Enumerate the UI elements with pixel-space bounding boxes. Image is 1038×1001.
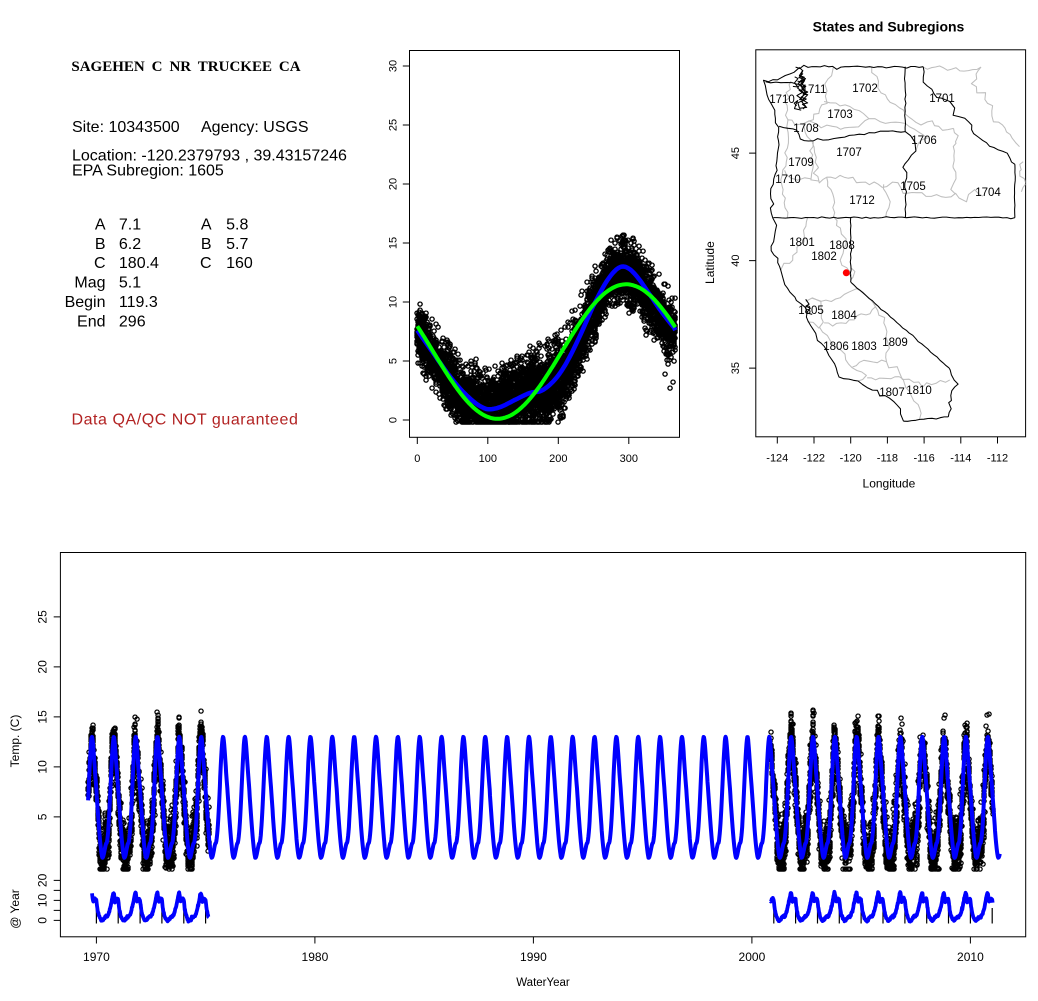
svg-text:40: 40 [730, 254, 742, 266]
svg-text:15: 15 [388, 237, 400, 249]
svg-text:1810: 1810 [906, 385, 932, 397]
svg-text:Mag: Mag [74, 275, 105, 292]
svg-text:100: 100 [479, 453, 497, 465]
svg-text:1980: 1980 [302, 950, 329, 964]
svg-text:1707: 1707 [836, 147, 862, 159]
svg-text:EPA Subregion: 1605: EPA Subregion: 1605 [72, 163, 224, 180]
svg-text:300: 300 [620, 453, 638, 465]
svg-text:B: B [201, 236, 212, 253]
svg-text:10: 10 [36, 760, 50, 774]
svg-text:Begin: Begin [65, 294, 106, 311]
svg-text:1805: 1805 [798, 305, 824, 317]
svg-text:1703: 1703 [827, 109, 853, 121]
svg-text:1708: 1708 [793, 123, 819, 135]
svg-text:5: 5 [36, 813, 50, 820]
svg-text:1807: 1807 [879, 387, 905, 399]
svg-text:35: 35 [730, 362, 742, 374]
svg-text:Site: 10343500: Site: 10343500 [72, 119, 180, 136]
svg-text:1803: 1803 [851, 341, 877, 353]
svg-text:Data QA/QC NOT guaranteed: Data QA/QC NOT guaranteed [72, 411, 299, 428]
svg-text:119.3: 119.3 [119, 294, 158, 311]
svg-text:1990: 1990 [520, 950, 547, 964]
svg-text:Location: -120.2379793 , 39.43: Location: -120.2379793 , 39.43157246 [72, 148, 347, 165]
svg-text:25: 25 [36, 610, 50, 624]
svg-text:A: A [201, 217, 212, 234]
svg-text:1809: 1809 [882, 337, 908, 349]
svg-text:200: 200 [549, 453, 567, 465]
svg-text:6.2: 6.2 [119, 236, 141, 253]
svg-text:States and Subregions: States and Subregions [813, 19, 965, 35]
svg-text:1704: 1704 [975, 187, 1001, 199]
svg-text:B: B [95, 236, 106, 253]
svg-text:10: 10 [388, 296, 400, 308]
svg-text:0: 0 [36, 917, 50, 924]
svg-text:Latitude: Latitude [703, 241, 717, 284]
svg-text:@ Year: @ Year [8, 889, 22, 929]
svg-text:Longitude: Longitude [863, 477, 916, 491]
svg-text:End: End [77, 314, 105, 331]
svg-text:2000: 2000 [739, 950, 766, 964]
svg-text:1701: 1701 [929, 93, 955, 105]
svg-text:Agency: USGS: Agency: USGS [201, 119, 309, 136]
svg-text:C: C [200, 255, 212, 272]
svg-text:20: 20 [388, 178, 400, 190]
svg-text:1801: 1801 [789, 237, 815, 249]
svg-text:-114: -114 [950, 453, 971, 465]
svg-text:-112: -112 [987, 453, 1008, 465]
svg-text:5.1: 5.1 [119, 275, 141, 292]
svg-text:15: 15 [36, 710, 50, 724]
svg-text:WaterYear: WaterYear [516, 977, 570, 989]
svg-text:45: 45 [730, 147, 742, 159]
svg-text:1702: 1702 [852, 83, 878, 95]
svg-text:1711: 1711 [802, 84, 827, 96]
svg-text:296: 296 [119, 314, 146, 331]
svg-text:-118: -118 [877, 453, 898, 465]
svg-text:1806: 1806 [823, 341, 849, 353]
svg-text:20: 20 [36, 873, 50, 887]
svg-text:20: 20 [36, 660, 50, 674]
svg-text:1710: 1710 [775, 174, 801, 186]
svg-text:1706: 1706 [911, 135, 937, 147]
svg-text:-116: -116 [913, 453, 934, 465]
svg-text:-124: -124 [766, 453, 788, 465]
svg-text:0: 0 [414, 453, 420, 465]
svg-text:1802: 1802 [811, 251, 837, 263]
svg-text:30: 30 [388, 60, 400, 72]
svg-text:0: 0 [388, 417, 400, 423]
svg-text:7.1: 7.1 [119, 217, 141, 234]
svg-text:10: 10 [36, 893, 50, 907]
svg-text:1712: 1712 [849, 195, 875, 207]
svg-text:1709: 1709 [788, 157, 814, 169]
svg-text:5: 5 [388, 358, 400, 364]
svg-text:2010: 2010 [957, 950, 984, 964]
svg-text:1705: 1705 [900, 181, 926, 193]
svg-text:5.7: 5.7 [226, 236, 248, 253]
svg-text:1804: 1804 [831, 310, 857, 322]
svg-text:A: A [95, 217, 106, 234]
svg-text:1808: 1808 [829, 240, 855, 252]
svg-text:1710: 1710 [769, 94, 795, 106]
svg-text:5.8: 5.8 [226, 217, 248, 234]
svg-text:180.4: 180.4 [119, 255, 159, 272]
svg-text:-120: -120 [840, 453, 862, 465]
svg-text:-122: -122 [803, 453, 825, 465]
svg-text:25: 25 [388, 119, 400, 131]
svg-text:Temp. (C): Temp. (C) [8, 715, 22, 768]
svg-text:C: C [94, 255, 106, 272]
svg-text:SAGEHEN C NR TRUCKEE CA: SAGEHEN C NR TRUCKEE CA [71, 59, 300, 75]
svg-text:160: 160 [226, 255, 253, 272]
svg-text:1970: 1970 [83, 950, 110, 964]
